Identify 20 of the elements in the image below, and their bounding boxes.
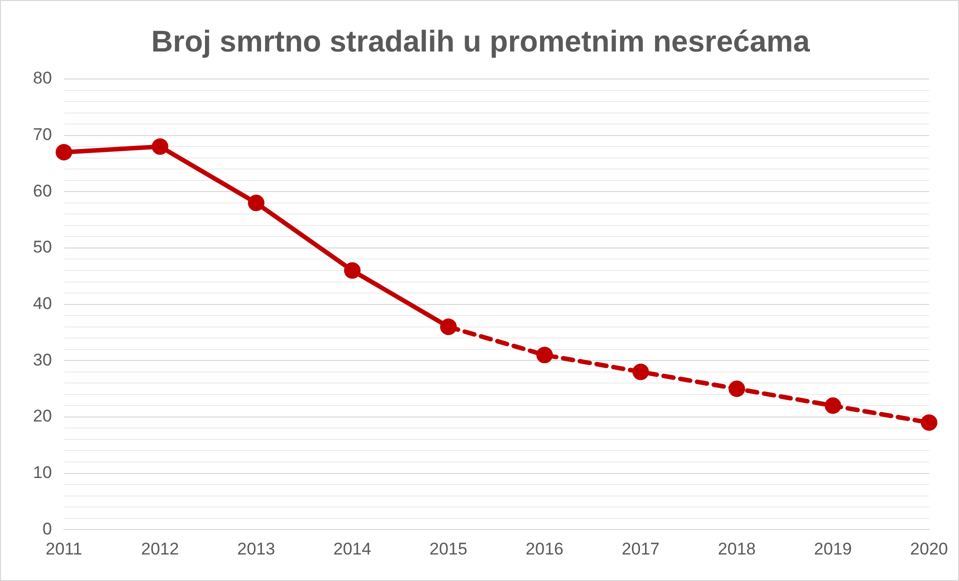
x-tick-label: 2012 bbox=[141, 539, 179, 558]
x-tick-label: 2013 bbox=[237, 539, 276, 558]
y-tick-label: 10 bbox=[32, 462, 52, 482]
x-tick-label: 2019 bbox=[814, 539, 852, 558]
y-tick-label: 40 bbox=[32, 294, 52, 313]
x-tick-label: 2011 bbox=[46, 539, 82, 558]
y-tick-label: 80 bbox=[32, 68, 52, 88]
y-tick-label: 70 bbox=[32, 125, 52, 144]
y-tick-label: 30 bbox=[32, 350, 52, 370]
y-tick-label: 20 bbox=[32, 406, 52, 426]
x-tick-label: 2014 bbox=[333, 539, 372, 558]
x-tick-label: 2016 bbox=[526, 539, 564, 558]
y-tick-label: 60 bbox=[32, 181, 52, 200]
chart-title: Broj smrtno stradalih u prometnim nesrećama bbox=[151, 25, 810, 58]
y-tick-label: 0 bbox=[42, 519, 52, 538]
x-tick-label: 2018 bbox=[718, 539, 756, 558]
x-tick-label: 2020 bbox=[910, 539, 948, 558]
x-tick-label: 2017 bbox=[622, 539, 660, 558]
x-tick-label: 2015 bbox=[430, 539, 468, 558]
y-tick-label: 50 bbox=[32, 238, 52, 257]
